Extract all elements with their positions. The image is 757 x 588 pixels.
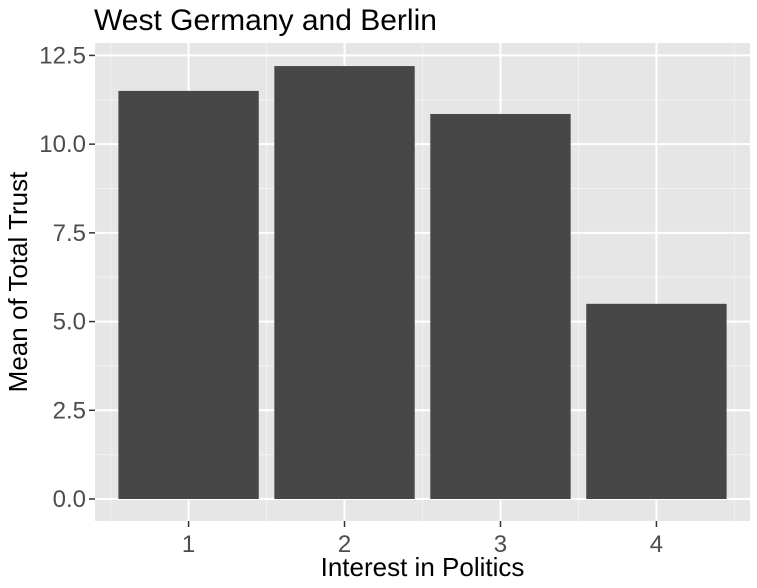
x-tick-label: 3 (494, 531, 507, 558)
y-tick-label: 0.0 (53, 486, 86, 513)
x-tick-label: 2 (338, 531, 351, 558)
y-tick-label: 2.5 (53, 397, 86, 424)
bar-4 (586, 303, 727, 499)
y-tick-label: 7.5 (53, 220, 86, 247)
chart-title: West Germany and Berlin (94, 4, 437, 37)
bars (118, 66, 727, 499)
x-tick-label: 4 (650, 531, 663, 558)
x-tick-label: 1 (182, 531, 195, 558)
bar-2 (274, 66, 415, 499)
bar-3 (430, 113, 571, 499)
y-tick-label: 10.0 (39, 131, 86, 158)
minor-x-gridlines (110, 43, 735, 521)
y-axis-title: Mean of Total Trust (3, 171, 33, 392)
bar-1 (118, 90, 259, 499)
y-tick-label: 5.0 (53, 309, 86, 336)
x-axis-ticks: 1 2 3 4 (182, 521, 663, 558)
y-tick-label: 12.5 (39, 42, 86, 69)
x-axis-title: Interest in Politics (321, 552, 525, 582)
y-axis-ticks: 0.0 2.5 5.0 7.5 10.0 12.5 (39, 42, 95, 513)
